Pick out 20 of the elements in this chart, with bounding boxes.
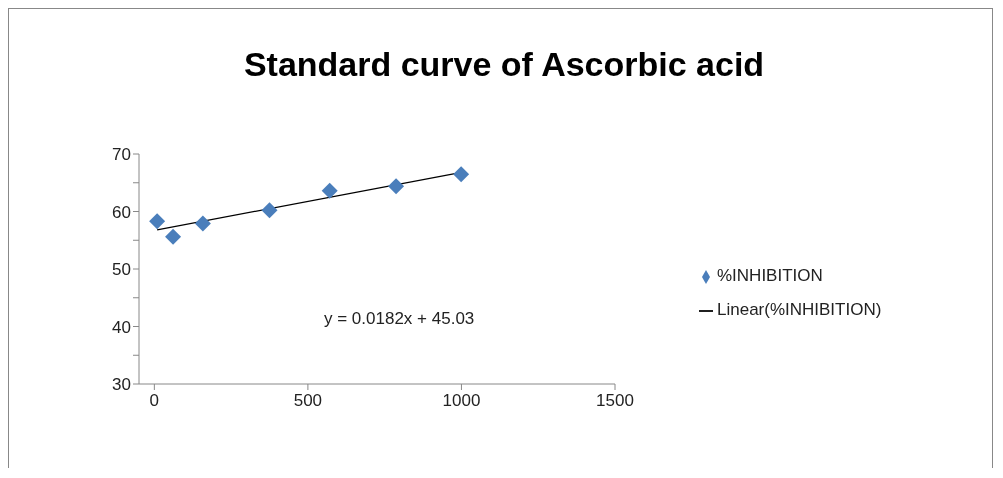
point — [453, 166, 470, 183]
y-tick-label: 70 — [112, 145, 131, 165]
x-tick-label: 1500 — [596, 391, 634, 410]
chart-title: Standard curve of Ascorbic acid — [242, 45, 766, 84]
point — [194, 215, 211, 232]
point — [149, 213, 166, 230]
point — [388, 178, 405, 195]
x-tick-label: 0 — [149, 391, 160, 410]
point — [321, 182, 338, 199]
point — [165, 228, 182, 245]
y-tick-label: 50 — [112, 260, 131, 280]
legend-label: Linear(%INHIBITION) — [717, 300, 882, 319]
y-tick-label: 60 — [112, 202, 131, 222]
y-tick-label: 30 — [112, 375, 131, 395]
y-tick-label: 40 — [112, 317, 131, 337]
x-tick-label: 500 — [293, 391, 323, 410]
legend-label: %INHIBITION — [717, 266, 823, 285]
x-tick-label: 1000 — [442, 391, 481, 410]
point — [261, 202, 278, 219]
annotation: y = 0.0182x + 45.03 — [324, 309, 475, 329]
